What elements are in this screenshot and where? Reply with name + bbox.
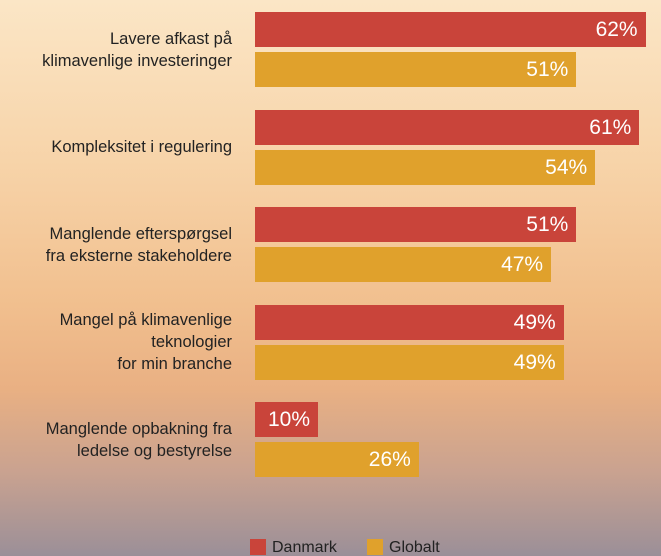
bar: 10%	[255, 402, 318, 437]
category-label: Manglende efterspørgsel fra eksterne sta…	[45, 224, 232, 265]
category-label: Lavere afkast på klimavenlige investerin…	[42, 29, 232, 70]
bar: 26%	[255, 442, 419, 477]
bar: 51%	[255, 52, 577, 87]
bar: 49%	[255, 304, 564, 340]
bar: 54%	[255, 149, 596, 185]
legend-swatch	[367, 539, 383, 555]
legend-label: Globalt	[389, 539, 440, 556]
category-label: Kompleksitet i regulering	[51, 138, 232, 156]
bar: 47%	[255, 247, 552, 282]
category-label: Manglende opbakning fra ledelse og besty…	[45, 419, 232, 460]
bar: 62%	[255, 12, 646, 47]
legend-label: Danmark	[272, 539, 337, 556]
bar: 49%	[255, 344, 564, 380]
bar: 51%	[255, 207, 577, 242]
category-label: Mangel på klimavenlige teknologier for m…	[59, 311, 232, 373]
bar: 61%	[255, 109, 640, 145]
legend-swatch	[250, 539, 266, 555]
